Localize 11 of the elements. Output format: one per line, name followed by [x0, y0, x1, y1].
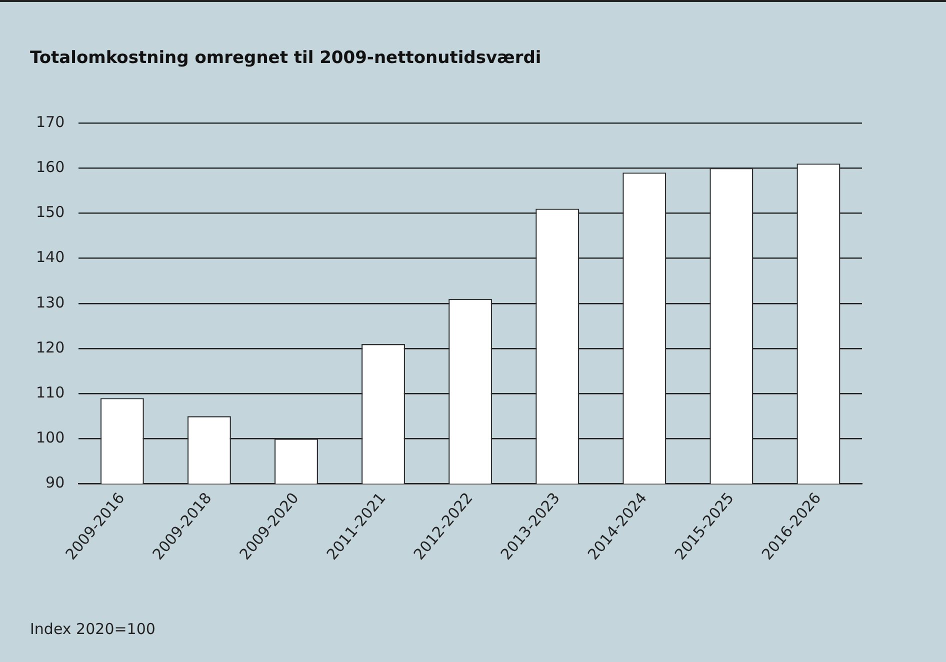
text: Index 2020=100	[30, 620, 156, 638]
chart-title: Totalomkostning omregnet til 2009-nettonutidsværdi	[30, 48, 542, 68]
y-tick-label: 110	[36, 383, 65, 402]
y-tick-label: 100	[36, 428, 65, 447]
y-tick-label: 140	[36, 248, 65, 266]
y-tick-label: 90	[46, 474, 65, 492]
y-tick-label: 120	[36, 338, 65, 356]
y-tick-label: 170	[36, 112, 65, 131]
y-tick-label: 130	[36, 293, 65, 312]
y-tick-label: 150	[36, 203, 65, 222]
y-tick-label: 160	[36, 158, 65, 176]
